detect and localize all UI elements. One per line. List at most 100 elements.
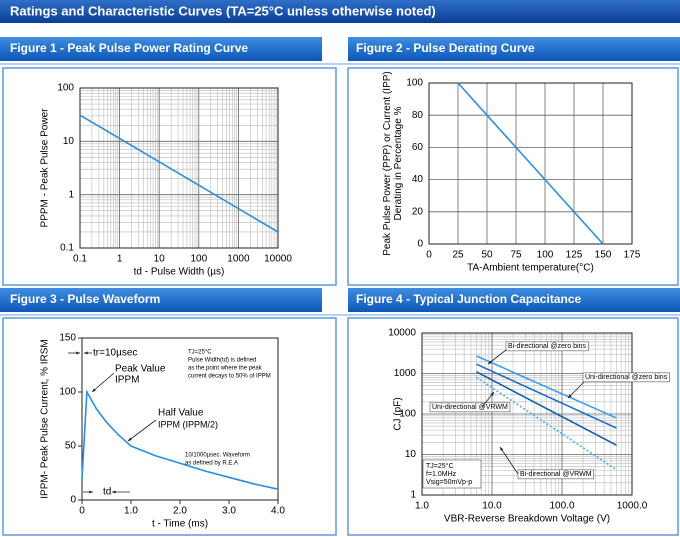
y-tick-label: 100 [59, 387, 76, 398]
y-axis-label: CJ (pF) [393, 397, 404, 430]
arrow [91, 372, 115, 393]
arrow [127, 419, 157, 442]
y-axis-label: IPPM- Peak Pulse Current, % IRSM [40, 339, 51, 499]
x-axis-label: td - Pulse Width (µs) [134, 267, 225, 278]
label-box [517, 469, 595, 480]
x-tick-label: 100 [190, 254, 207, 265]
x-tick-label: 10 [154, 254, 166, 265]
y-tick-label: 10 [405, 449, 417, 460]
x-axis-label: VBR-Reverse Breakdown Voltage (V) [444, 514, 610, 525]
figure-title: Figure 1 - Peak Pulse Power Rating Curve [10, 41, 248, 55]
figure-title: Figure 2 - Pulse Derating Curve [356, 41, 535, 55]
x-axis-label: t - Time (ms) [152, 519, 208, 530]
panel [347, 67, 679, 286]
header-bar [0, 0, 680, 23]
panel [2, 317, 337, 536]
annotation: current decays to 50% of IPPM [188, 374, 271, 380]
data-line [79, 114, 279, 233]
figure-bar [0, 288, 322, 312]
arrow-head [500, 447, 504, 451]
data-line [81, 389, 279, 490]
x-tick-label: 75 [510, 250, 522, 261]
x-tick-label: 1.0 [415, 501, 429, 512]
y-tick-label: 10 [63, 136, 75, 147]
x-tick-label: 2.0 [173, 506, 187, 517]
series-label: Bi-directional @zero bins [508, 343, 586, 350]
arrow-head [92, 388, 96, 392]
x-tick-label: 1000 [227, 254, 250, 265]
annotation: td [103, 487, 111, 498]
label-box [582, 372, 670, 383]
annotation: TJ=25°C [188, 350, 212, 356]
arrow-head [490, 392, 494, 396]
x-tick-label: 100.0 [549, 501, 574, 512]
y-tick-label: 10000 [388, 328, 416, 339]
info-box [422, 459, 482, 489]
series-label: Uni-directional @zero bins [585, 374, 668, 381]
arrow-head [128, 437, 132, 441]
arrow-head [568, 394, 572, 398]
figure-bar [348, 37, 680, 61]
y-tick-label: 0.1 [60, 243, 74, 254]
data-line [476, 363, 617, 429]
x-tick-label: 25 [452, 250, 464, 261]
arrow-head [89, 490, 93, 494]
x-axis-label: TA-Ambient temperature(°C) [467, 263, 594, 274]
x-tick-label: 0 [79, 506, 85, 517]
y-tick-label: 1 [68, 189, 74, 200]
x-tick-label: 175 [624, 250, 641, 261]
arrow-head [84, 351, 88, 355]
y-axis-label: Derating in Percentage % [393, 106, 404, 220]
arrow-head [112, 490, 116, 494]
annotation: Half Value [158, 408, 204, 419]
label-box [505, 341, 589, 352]
y-tick-label: 0 [70, 495, 76, 506]
annotation: as the point where the peak [188, 366, 263, 372]
arrow [487, 349, 507, 365]
y-tick-label: 80 [412, 110, 424, 121]
x-tick-label: 1.0 [124, 506, 138, 517]
annotation: IPPM (IPPM/2) [158, 419, 218, 429]
y-tick-label: 100 [399, 409, 416, 420]
plot-frame [421, 332, 633, 496]
x-tick-label: 1 [117, 254, 123, 265]
arrow [499, 446, 519, 475]
plot-frame [81, 337, 279, 501]
y-tick-label: 150 [59, 333, 76, 344]
annotation: Vsig=50mVp-p [426, 479, 472, 486]
annotation: IPPM [115, 375, 139, 386]
plot-frame [79, 87, 279, 249]
figure-bar [0, 37, 322, 61]
plot-frame [428, 82, 633, 245]
y-tick-label: 1000 [394, 368, 417, 379]
data-line [457, 82, 604, 245]
x-tick-label: 100 [537, 250, 554, 261]
data-line [476, 355, 617, 419]
x-tick-label: 50 [481, 250, 493, 261]
annotation: TJ=25°C [426, 462, 454, 470]
figure-title: Figure 3 - Pulse Waveform [10, 292, 160, 306]
annotation: as defined by R.E.A [185, 461, 238, 467]
annotation: 10/1000µsec. Waveform [185, 453, 250, 459]
y-tick-label: 40 [412, 174, 424, 185]
x-tick-label: 125 [566, 250, 583, 261]
x-tick-label: 10.0 [482, 501, 502, 512]
y-tick-label: 60 [412, 142, 424, 153]
x-tick-label: 1000.0 [617, 501, 648, 512]
y-tick-label: 20 [412, 206, 424, 217]
x-tick-label: 4.0 [271, 506, 285, 517]
panel [2, 67, 337, 286]
x-tick-label: 0 [426, 250, 432, 261]
x-tick-label: 10000 [264, 254, 292, 265]
y-tick-label: 50 [65, 441, 77, 452]
x-tick-label: 150 [595, 250, 612, 261]
figure-title: Figure 4 - Typical Junction Capacitance [356, 292, 581, 306]
annotation: Peak Value [115, 364, 166, 375]
label-box [429, 402, 511, 413]
y-axis-label: PPPM - Peak Pulse Power [40, 108, 51, 228]
arrow-head [76, 351, 80, 355]
x-tick-label: 0.1 [73, 254, 87, 265]
series-label: Bi-directional @VRWM [520, 471, 592, 478]
y-tick-label: 100 [406, 78, 423, 89]
